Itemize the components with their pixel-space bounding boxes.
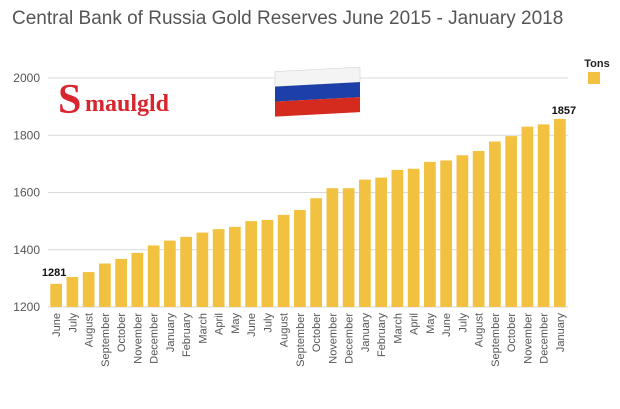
- bar: [554, 118, 566, 307]
- bar: [407, 168, 420, 307]
- bar: [180, 236, 192, 307]
- bar: [359, 179, 371, 307]
- bar: [521, 126, 534, 307]
- bar: [472, 150, 485, 307]
- bar: [342, 188, 355, 307]
- bar: [456, 155, 469, 307]
- bar: [537, 124, 550, 307]
- x-tick-label: August: [474, 313, 486, 347]
- x-tick-label: February: [181, 313, 193, 358]
- x-tick-label: January: [165, 313, 177, 353]
- x-tick-label: July: [457, 313, 469, 333]
- x-tick-label: June: [246, 313, 258, 337]
- logo-s-glyph: S: [58, 77, 81, 123]
- x-tick-label: December: [149, 313, 161, 364]
- bar: [294, 209, 306, 307]
- bar: [310, 198, 322, 307]
- bar: [261, 219, 274, 307]
- x-tick-label: May: [425, 313, 437, 334]
- bar: [115, 258, 127, 307]
- bar: [245, 221, 257, 307]
- x-tick-label: July: [262, 313, 274, 333]
- x-tick-label: March: [197, 313, 209, 344]
- bar: [505, 136, 517, 307]
- logo-text: maulgld: [85, 91, 170, 117]
- data-annotations: 1281 1857: [42, 105, 576, 279]
- x-tick-label: September: [490, 313, 502, 367]
- russian-flag-image: [274, 66, 361, 117]
- bar: [440, 160, 452, 307]
- x-tick-label: May: [230, 313, 242, 334]
- x-tick-label: November: [522, 313, 534, 364]
- flag-stripe-red: [275, 97, 360, 117]
- legend-label: Tons: [584, 58, 609, 70]
- x-tick-label: November: [132, 313, 144, 364]
- bar: [50, 283, 62, 307]
- x-tick-label: August: [279, 313, 291, 347]
- y-tick-label: 1600: [13, 186, 40, 200]
- data-label: 1281: [42, 267, 66, 279]
- x-tick-label: June: [51, 313, 63, 337]
- bar: [326, 188, 339, 307]
- x-tick-label: July: [67, 313, 79, 333]
- bar: [99, 263, 111, 307]
- legend: Tons: [584, 58, 610, 84]
- x-tick-label: January: [360, 313, 372, 353]
- data-label: 1857: [552, 105, 576, 117]
- x-tick-label: April: [214, 313, 226, 335]
- y-tick-label: 2000: [13, 71, 40, 85]
- bar: [82, 272, 95, 307]
- x-tick-label: October: [506, 313, 518, 352]
- y-axis-ticks: 1200 1400 1600 1800 2000: [13, 71, 40, 314]
- bar: [375, 177, 387, 307]
- chart-title: Central Bank of Russia Gold Reserves Jun…: [12, 8, 564, 29]
- bar: [489, 141, 501, 307]
- bar: [196, 232, 209, 307]
- x-tick-label: December: [539, 313, 551, 364]
- x-tick-label: August: [84, 313, 96, 347]
- bar: [424, 161, 436, 307]
- x-tick-label: December: [344, 313, 356, 364]
- x-tick-label: February: [376, 313, 388, 358]
- x-tick-label: June: [441, 313, 453, 337]
- x-axis-ticks: June July August September October November De…: [51, 313, 567, 367]
- bar: [147, 245, 160, 307]
- smaulgld-logo: S maulgld: [58, 77, 170, 123]
- bar: [131, 252, 144, 307]
- x-tick-label: January: [555, 313, 567, 353]
- x-tick-label: October: [116, 313, 128, 352]
- legend-swatch: [588, 72, 600, 84]
- bar: [164, 240, 176, 307]
- bar: [277, 214, 290, 307]
- bar: [391, 169, 404, 307]
- x-tick-label: March: [392, 313, 404, 344]
- y-tick-label: 1400: [13, 243, 40, 257]
- bar: [212, 229, 225, 307]
- x-tick-label: October: [311, 313, 323, 352]
- x-tick-label: April: [409, 313, 421, 335]
- x-tick-label: November: [327, 313, 339, 364]
- x-tick-label: September: [100, 313, 112, 367]
- y-tick-label: 1200: [13, 300, 40, 314]
- bar: [66, 276, 79, 307]
- y-tick-label: 1800: [13, 128, 40, 142]
- bar: [229, 226, 241, 307]
- x-tick-label: September: [295, 313, 307, 367]
- bars: [50, 118, 566, 307]
- flag-stripe-blue: [275, 82, 360, 102]
